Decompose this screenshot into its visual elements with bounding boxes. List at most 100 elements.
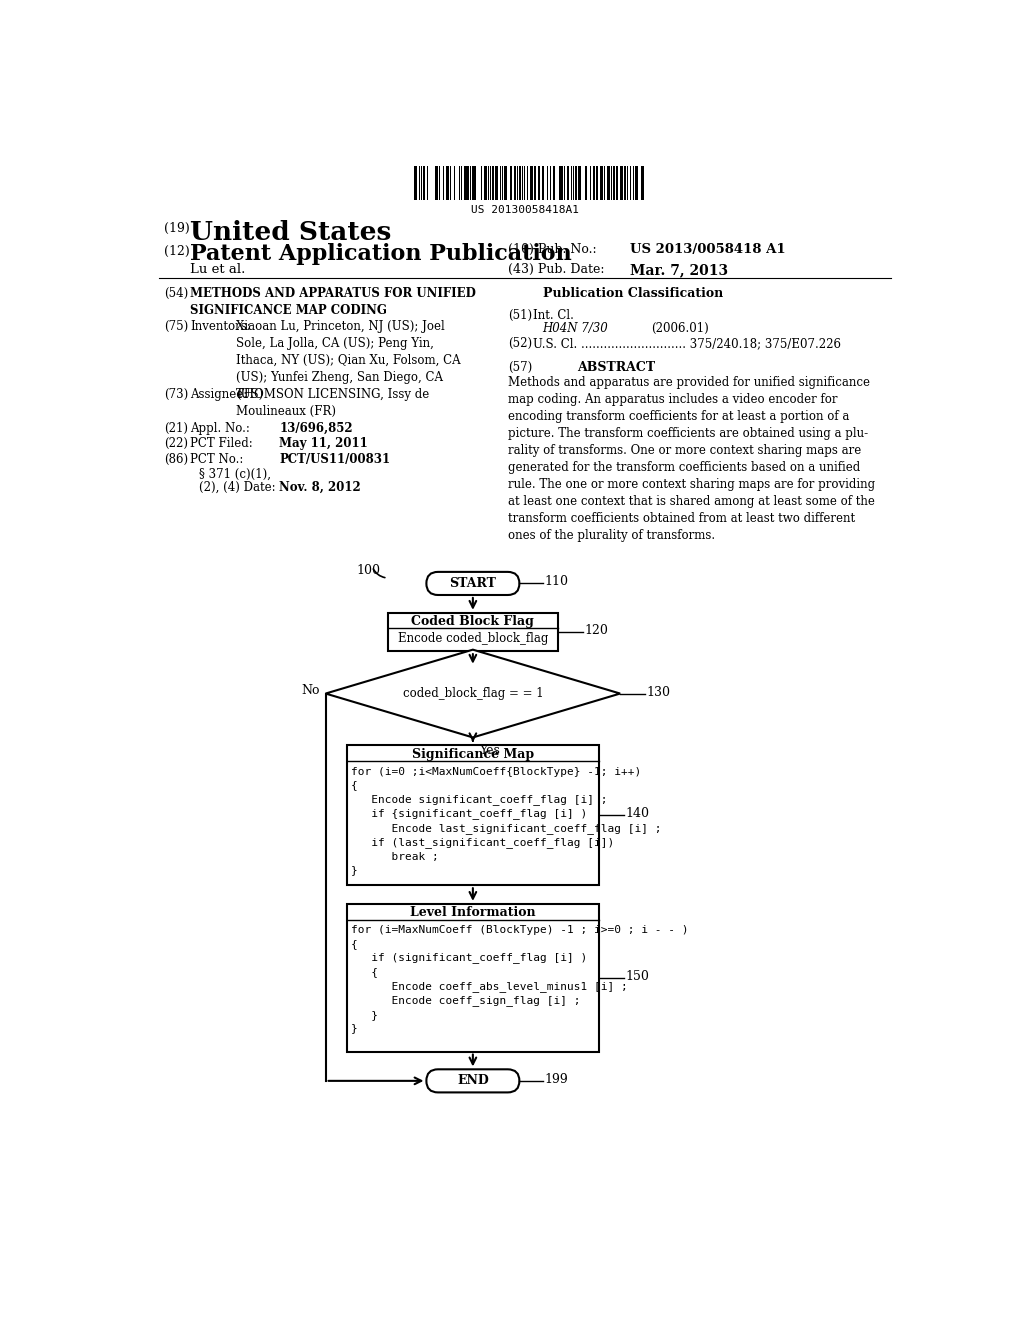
Bar (410, 166, 412, 199)
Text: Patent Application Publication: Patent Application Publication (190, 243, 571, 265)
Bar (613, 166, 615, 199)
FancyBboxPatch shape (346, 744, 599, 886)
Text: PCT No.:: PCT No.: (190, 453, 244, 466)
Polygon shape (326, 649, 621, 738)
Bar (631, 166, 633, 199)
Text: U.S. Cl. ............................ 375/240.18; 375/E07.226: U.S. Cl. ............................ 37… (532, 337, 841, 350)
Bar (494, 166, 496, 199)
Text: Significance Map: Significance Map (412, 748, 534, 760)
Bar (581, 166, 584, 199)
Bar (458, 166, 459, 199)
Text: for (i=0 ;i<MaxNumCoeff{BlockType} -1; i++)
{
   Encode significant_coeff_flag [: for (i=0 ;i<MaxNumCoeff{BlockType} -1; i… (351, 767, 662, 875)
Bar (414, 166, 417, 199)
Bar (557, 166, 559, 199)
Bar (419, 166, 420, 199)
Bar (519, 166, 521, 199)
Bar (596, 166, 598, 199)
Bar (579, 166, 581, 199)
Bar (499, 166, 500, 199)
Text: 140: 140 (626, 807, 649, 820)
Bar (621, 166, 622, 199)
Bar (535, 166, 536, 199)
Bar (636, 166, 638, 199)
Bar (541, 166, 542, 199)
Bar (616, 166, 617, 199)
Bar (474, 166, 476, 199)
FancyBboxPatch shape (426, 1069, 519, 1093)
Bar (586, 166, 587, 199)
Bar (553, 166, 555, 199)
Text: Yes: Yes (479, 743, 500, 756)
Bar (528, 166, 530, 199)
Bar (496, 166, 499, 199)
Bar (538, 166, 541, 199)
Text: (2006.01): (2006.01) (651, 322, 709, 335)
Bar (542, 166, 544, 199)
Bar (572, 166, 574, 199)
Text: THOMSON LICENSING, Issy de
Moulineaux (FR): THOMSON LICENSING, Issy de Moulineaux (F… (237, 388, 430, 418)
Bar (532, 166, 535, 199)
Bar (425, 166, 427, 199)
Bar (569, 166, 571, 199)
Text: Inventors:: Inventors: (190, 321, 251, 333)
Text: (22): (22) (164, 437, 187, 450)
FancyBboxPatch shape (388, 612, 558, 651)
Text: Coded Block Flag: Coded Block Flag (412, 615, 535, 628)
Bar (544, 166, 547, 199)
Bar (472, 166, 474, 199)
Bar (577, 166, 579, 199)
Text: (43) Pub. Date:: (43) Pub. Date: (508, 263, 604, 276)
Text: (52): (52) (508, 337, 531, 350)
Bar (433, 166, 435, 199)
Bar (641, 166, 644, 199)
Text: 100: 100 (356, 564, 381, 577)
Bar (591, 166, 593, 199)
Text: Methods and apparatus are provided for unified significance
map coding. An appar: Methods and apparatus are provided for u… (508, 376, 874, 543)
Text: 120: 120 (585, 624, 608, 638)
Text: No: No (301, 684, 319, 697)
Bar (478, 166, 481, 199)
Text: PCT/US11/00831: PCT/US11/00831 (280, 453, 390, 466)
Bar (435, 166, 438, 199)
Text: (75): (75) (164, 321, 187, 333)
Bar (504, 166, 507, 199)
Text: coded_block_flag = = 1: coded_block_flag = = 1 (402, 686, 543, 700)
FancyBboxPatch shape (346, 904, 599, 1052)
Bar (438, 166, 440, 199)
Bar (593, 166, 595, 199)
Text: 150: 150 (626, 970, 649, 982)
Bar (518, 166, 519, 199)
Bar (555, 166, 557, 199)
Bar (548, 166, 550, 199)
Text: 130: 130 (646, 685, 671, 698)
Text: METHODS AND APPARATUS FOR UNIFIED
SIGNIFICANCE MAP CODING: METHODS AND APPARATUS FOR UNIFIED SIGNIF… (190, 286, 476, 317)
Text: (73): (73) (164, 388, 187, 401)
Text: 13/696,852: 13/696,852 (280, 422, 352, 434)
Text: Nov. 8, 2012: Nov. 8, 2012 (280, 480, 360, 494)
Bar (560, 166, 563, 199)
Bar (467, 166, 469, 199)
Text: Appl. No.:: Appl. No.: (190, 422, 250, 434)
Bar (502, 166, 503, 199)
FancyBboxPatch shape (426, 572, 519, 595)
Bar (482, 166, 483, 199)
Text: (86): (86) (164, 453, 187, 466)
Bar (413, 166, 414, 199)
Bar (510, 166, 512, 199)
Text: (2), (4) Date:: (2), (4) Date: (200, 480, 275, 494)
Bar (566, 166, 569, 199)
Text: US 20130058418A1: US 20130058418A1 (471, 205, 579, 215)
Text: Mar. 7, 2013: Mar. 7, 2013 (630, 263, 728, 277)
Bar (454, 166, 455, 199)
Text: START: START (450, 577, 497, 590)
Text: Encode coded_block_flag: Encode coded_block_flag (397, 632, 548, 645)
Bar (600, 166, 603, 199)
Text: (19): (19) (164, 222, 189, 235)
Bar (607, 166, 610, 199)
Text: Int. Cl.: Int. Cl. (532, 309, 573, 322)
Text: Xiaoan Lu, Princeton, NJ (US); Joel
Sole, La Jolla, CA (US); Peng Yin,
Ithaca, N: Xiaoan Lu, Princeton, NJ (US); Joel Sole… (237, 321, 461, 401)
Text: (12): (12) (164, 244, 189, 257)
Bar (485, 166, 486, 199)
Bar (624, 166, 627, 199)
Bar (490, 166, 493, 199)
